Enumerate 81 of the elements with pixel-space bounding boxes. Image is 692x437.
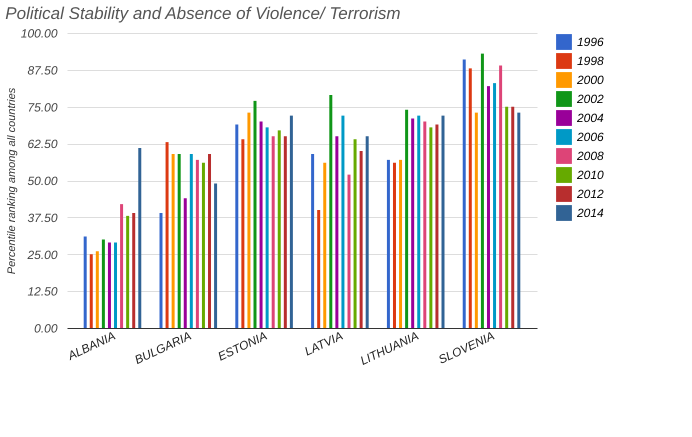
legend-label: 2006 (576, 130, 604, 144)
bar (341, 116, 344, 328)
bar (435, 124, 438, 328)
bar (260, 122, 263, 328)
bar (335, 136, 338, 328)
legend-label: 2000 (576, 73, 604, 87)
bar (241, 139, 244, 328)
bar (411, 118, 414, 328)
bar (184, 198, 187, 328)
bar (354, 139, 357, 328)
bar (360, 151, 363, 328)
y-tick-label: 62.50 (27, 137, 58, 152)
bar (442, 116, 444, 328)
bar (486, 86, 490, 328)
bar (429, 127, 432, 328)
bar (172, 154, 175, 328)
bar (311, 154, 314, 328)
y-tick-label: 0.00 (34, 322, 58, 336)
y-axis-title: Percentile ranking among all countries (6, 87, 18, 274)
bar (132, 212, 136, 328)
y-tick-label: 50.00 (27, 174, 58, 188)
legend-label: 1996 (577, 35, 604, 49)
legend-label: 2008 (576, 149, 604, 163)
y-tick-label: 87.50 (27, 63, 58, 78)
bar (190, 154, 193, 328)
bar (511, 106, 514, 328)
bar (468, 68, 472, 328)
bar (272, 136, 275, 328)
bar (499, 65, 502, 328)
legend-label: 2010 (576, 168, 604, 182)
bar (202, 162, 205, 328)
bar (160, 212, 162, 328)
bar (474, 112, 478, 328)
bar (417, 116, 420, 328)
legend-label: 2012 (576, 187, 604, 201)
legend-label: 2014 (576, 206, 604, 220)
bar (208, 154, 212, 328)
y-tick-label: 12.50 (27, 284, 58, 299)
y-tick-label: 37.50 (27, 210, 58, 225)
bar (247, 112, 250, 328)
bar (126, 216, 130, 328)
bar (348, 174, 350, 328)
bar (399, 160, 402, 328)
bar (323, 162, 326, 328)
chart-title: Political Stability and Absence of Violence/ Terrorism (5, 4, 401, 23)
bar (114, 242, 118, 328)
bar (423, 122, 426, 328)
legend-label: 2004 (576, 111, 604, 125)
bar (102, 240, 105, 328)
bar (96, 251, 99, 328)
y-tick-label: 75.00 (27, 100, 58, 114)
bar (317, 210, 320, 328)
y-tick-label: 100.00 (20, 26, 58, 40)
bar (178, 154, 181, 328)
bar (290, 116, 293, 328)
y-tick-label: 25.00 (26, 248, 58, 262)
legend-label: 1998 (577, 54, 604, 68)
bar (517, 112, 520, 328)
legend-label: 2002 (576, 92, 604, 106)
bar (284, 136, 287, 328)
bar (166, 142, 169, 328)
bar (235, 124, 238, 328)
bar (480, 54, 484, 328)
bar (386, 160, 390, 328)
bar (196, 160, 199, 328)
bar (392, 162, 396, 328)
bar (278, 130, 281, 328)
bar (138, 148, 142, 328)
bar (462, 60, 466, 328)
bar (254, 100, 256, 328)
bar (505, 106, 508, 328)
bar (120, 204, 124, 328)
bar (214, 183, 218, 328)
bar (329, 94, 332, 328)
bar (266, 127, 269, 328)
bar (405, 110, 408, 328)
bar (108, 242, 111, 328)
bar (493, 83, 496, 328)
bar (90, 254, 93, 328)
bar (366, 136, 369, 328)
bar (84, 236, 87, 328)
